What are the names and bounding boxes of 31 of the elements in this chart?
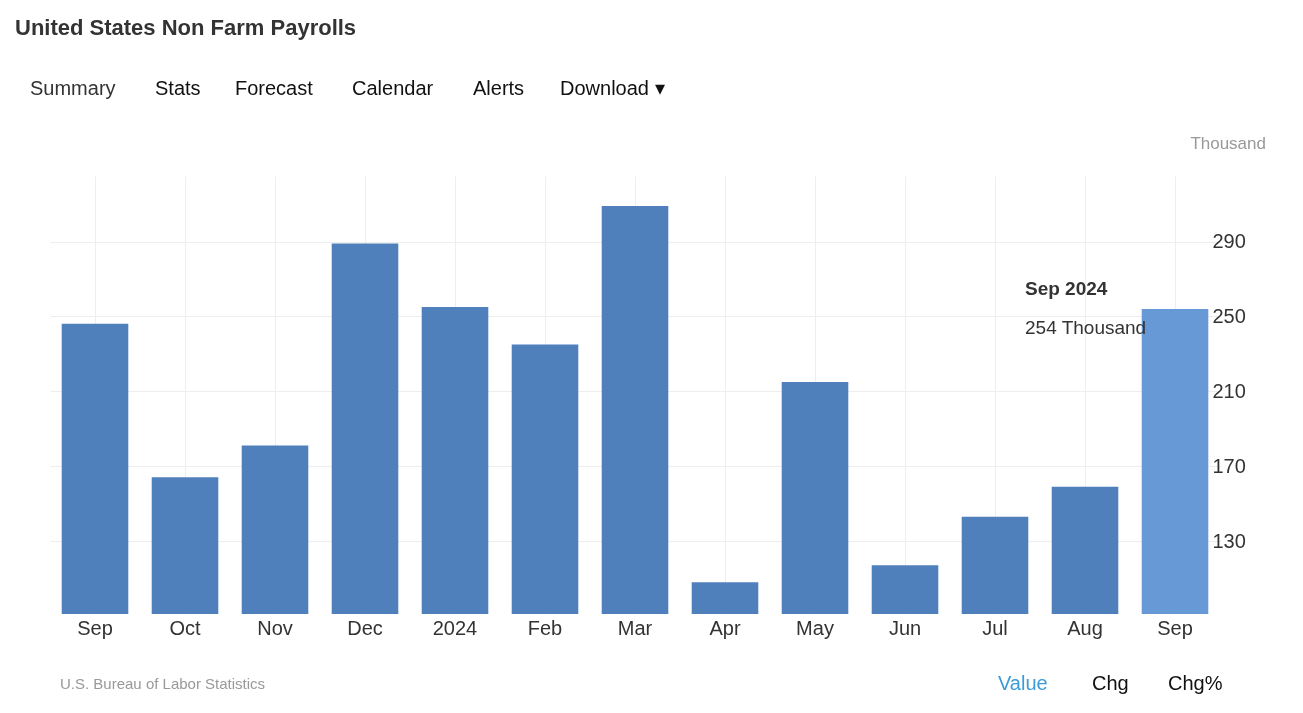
y-axis-title: Thousand (1190, 134, 1266, 153)
x-tick-label: Jul (982, 616, 1008, 639)
text: Download ▾ (560, 77, 665, 99)
text: Forecast (235, 77, 314, 99)
x-tick-label: Sep (77, 616, 113, 639)
text: Stats (155, 77, 201, 99)
x-tick-label: Jun (888, 616, 922, 639)
text: Alerts (473, 77, 525, 99)
x-tick-label: Nov (257, 616, 293, 639)
chart-title: United States Non Farm Payrolls (15, 15, 357, 40)
x-tick-label: Oct (169, 616, 201, 639)
annotation: Sep 2024 (1025, 278, 1108, 299)
x-tick-label: Sep (1157, 616, 1193, 639)
text: Chg (1092, 672, 1129, 694)
x-tick-label: May (796, 616, 834, 639)
x-tick-label: Dec (347, 616, 383, 639)
text: Summary (30, 77, 116, 99)
text: U.S. Bureau of Labor Statistics (60, 675, 266, 692)
text: Value (998, 672, 1048, 694)
x-tick-label: Apr (709, 616, 741, 639)
x-tick-label: 2024 (432, 616, 478, 639)
y-tick-label: 210 (1212, 379, 1246, 402)
x-tick-label: Mar (617, 616, 653, 639)
y-tick-label: 170 (1212, 454, 1246, 477)
y-tick-label: 290 (1212, 230, 1246, 253)
y-tick-label: 130 (1212, 529, 1246, 552)
text: Chg% (1168, 672, 1223, 694)
y-tick-label: 250 (1212, 304, 1246, 327)
x-tick-label: Feb (527, 616, 563, 639)
x-tick-label: Aug (1067, 616, 1103, 639)
text: Calendar (352, 77, 434, 99)
